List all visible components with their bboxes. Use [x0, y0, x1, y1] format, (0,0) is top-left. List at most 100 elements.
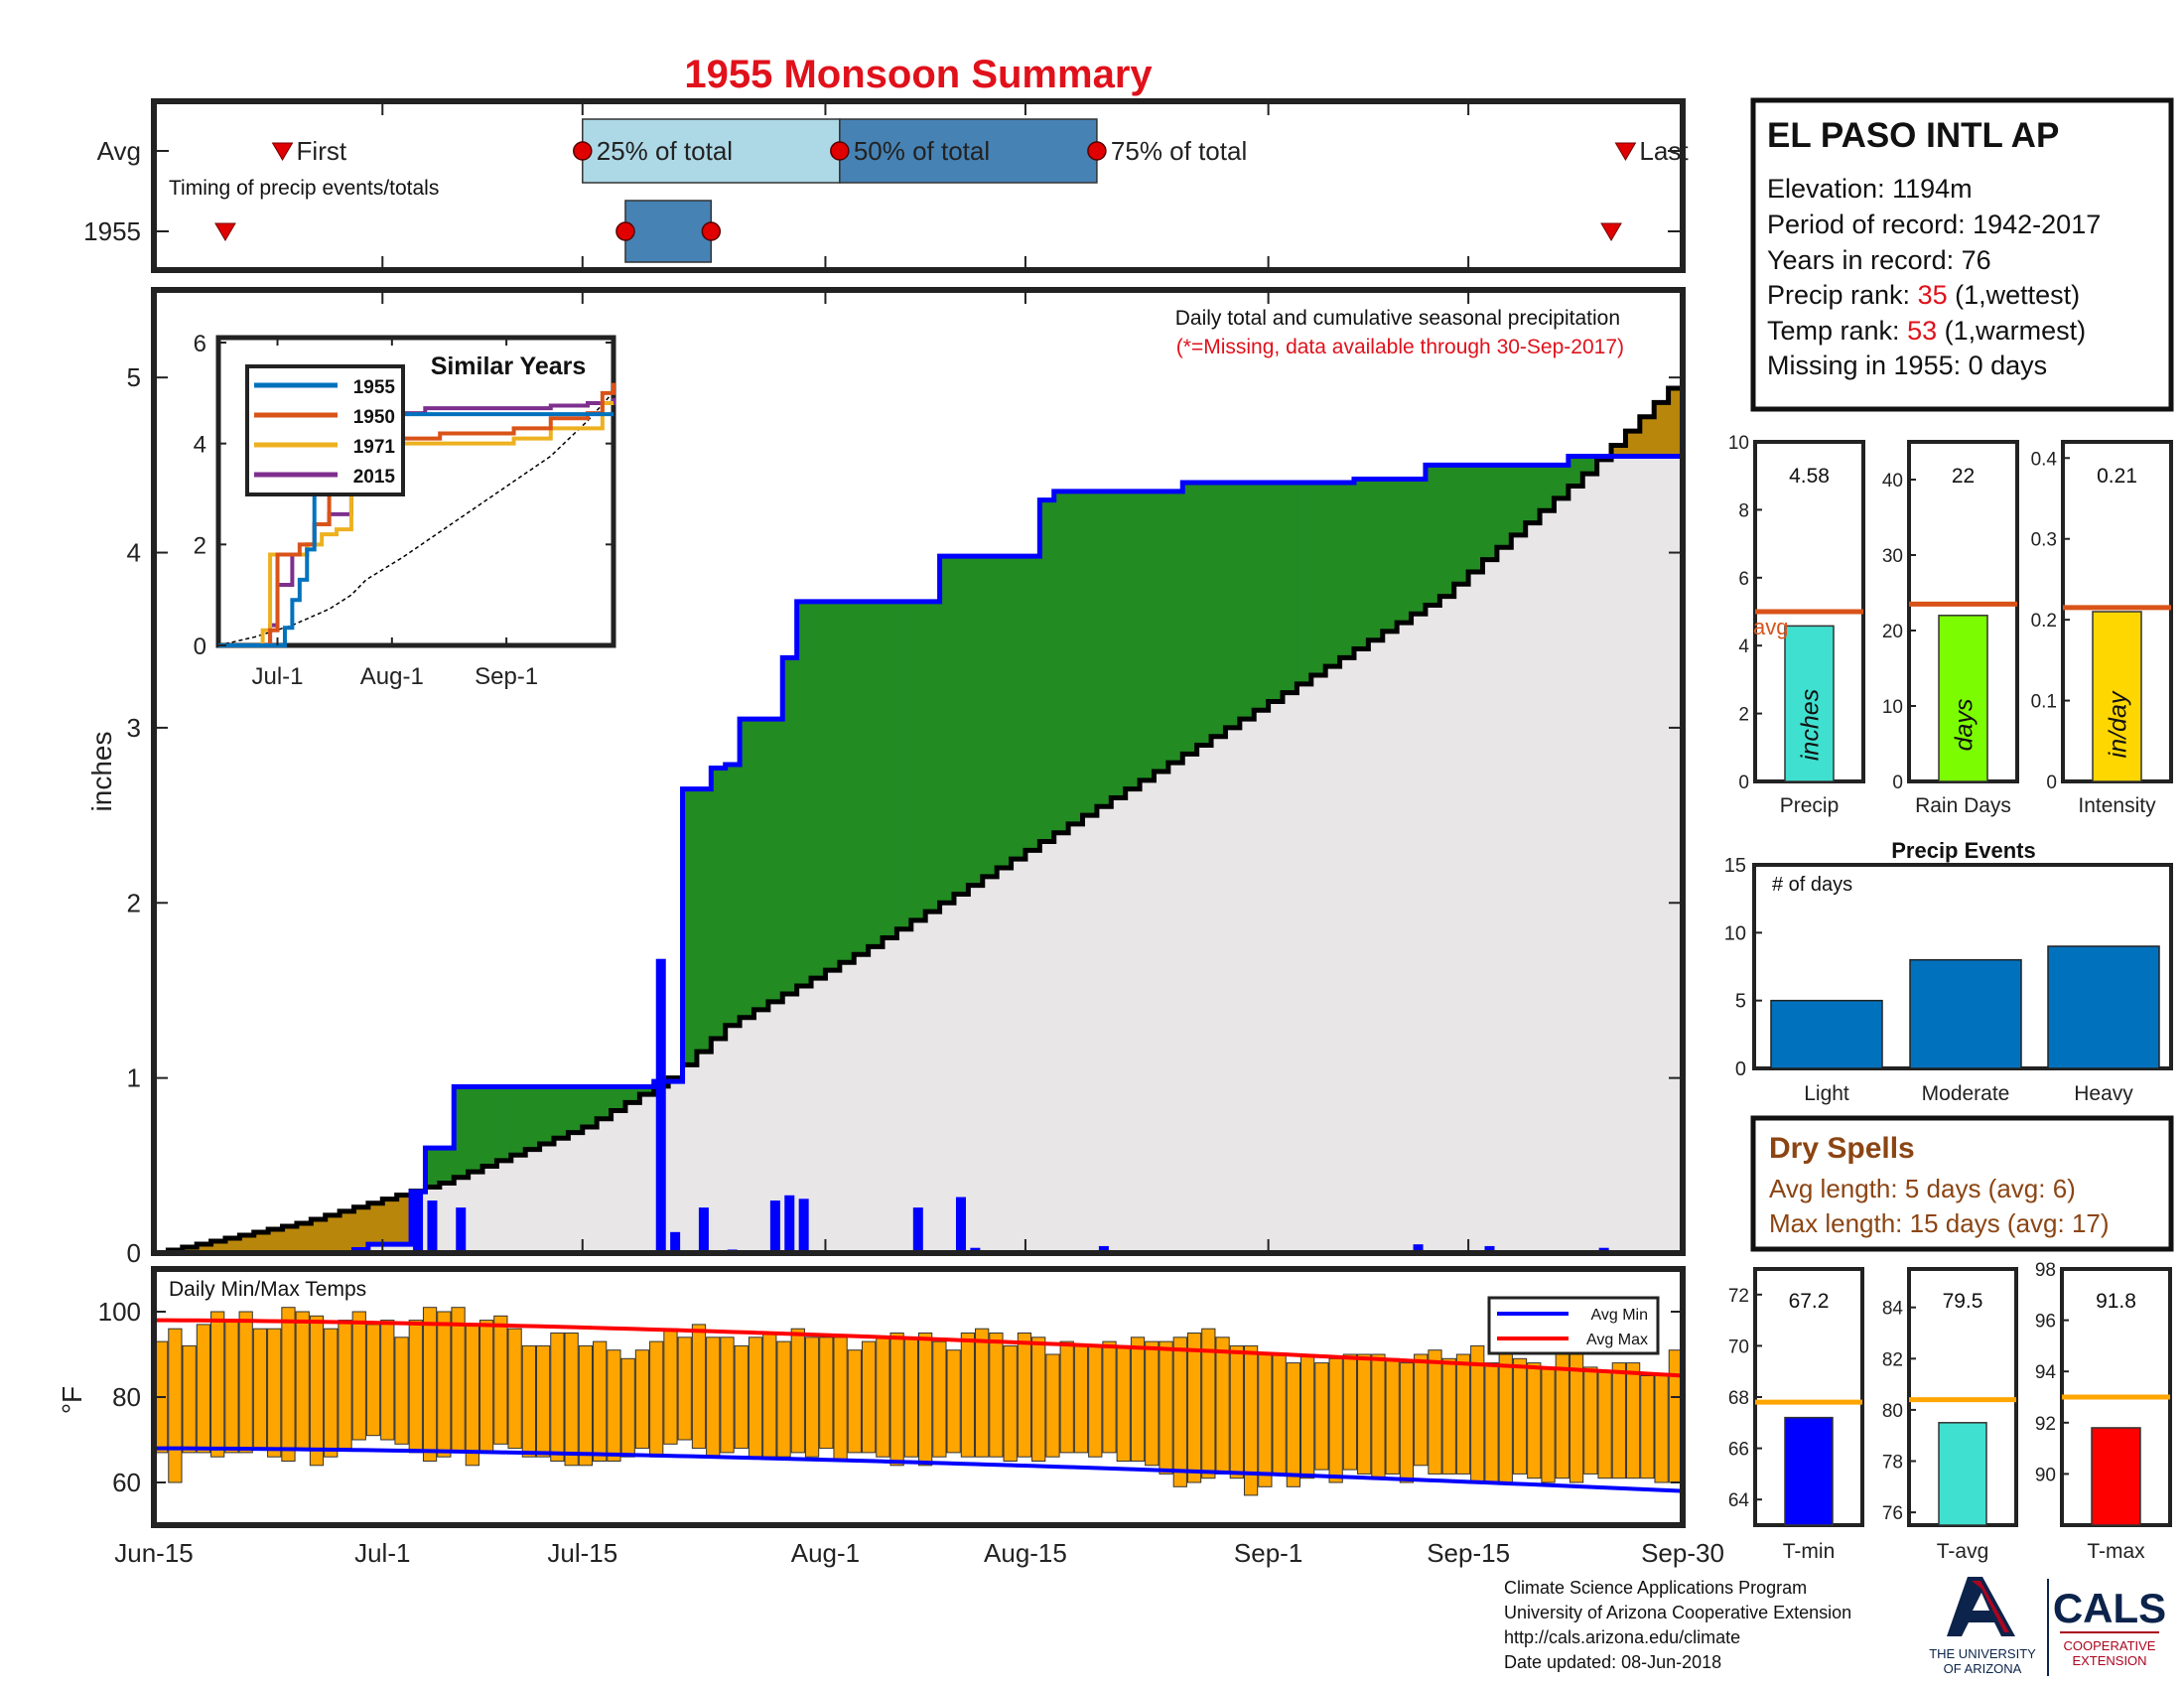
inset-legend: 1955 1950 1971 2015	[245, 364, 405, 496]
avg-box-25-50	[582, 118, 841, 184]
daily-temp-bar	[975, 1328, 990, 1458]
above-average-area	[968, 556, 984, 886]
below-average-area	[353, 1206, 369, 1250]
daily-temp-bar	[521, 1344, 536, 1458]
daily-temp-bar	[1045, 1353, 1060, 1458]
daily-precip-bar	[769, 1200, 780, 1253]
intensity-value: 0.21	[2097, 465, 2137, 488]
daily-temp-bar	[1159, 1340, 1173, 1475]
small-y-tick-label: 0.1	[2031, 692, 2057, 713]
daily-temp-bar	[903, 1336, 918, 1458]
below-average-area	[367, 1202, 383, 1245]
year-box-25-75	[624, 200, 713, 263]
tbar-y-tick-label: 82	[1882, 1349, 1903, 1370]
above-average-area	[725, 764, 741, 1026]
footer-university: University of Arizona Cooperative Extens…	[1504, 1603, 1851, 1622]
tbar-y-tick-label: 94	[2035, 1362, 2057, 1383]
precip-bar	[1784, 625, 1835, 782]
daily-temp-bar	[790, 1328, 805, 1454]
tbar-y-tick-label: 72	[1728, 1286, 1749, 1307]
above-average-area	[1368, 479, 1384, 640]
daily-temp-bar	[960, 1333, 976, 1458]
above-average-area	[997, 556, 1013, 868]
ua-name-1: THE UNIVERSITY	[1929, 1646, 2036, 1661]
daily-precip-bar	[1098, 1245, 1109, 1253]
daily-temp-bar	[1371, 1353, 1386, 1479]
above-average-area	[825, 601, 841, 971]
footer-date: Date updated: 08-Jun-2018	[1504, 1652, 1721, 1672]
daily-temp-bar	[1498, 1349, 1513, 1483]
station-elevation: Elevation: 1194m	[1767, 174, 1973, 204]
precip-rank-label: Precip rank:	[1767, 280, 1918, 310]
p75-label: 75% of total	[1111, 136, 1247, 166]
above-average-area	[854, 601, 870, 955]
daily-precip-bar	[912, 1207, 923, 1253]
above-average-area	[1125, 491, 1141, 789]
below-average-area	[311, 1218, 327, 1253]
tmax-label: T-max	[2087, 1540, 2145, 1563]
daily-temp-bar	[847, 1349, 862, 1454]
avg-25-marker	[573, 141, 593, 161]
above-average-area	[910, 601, 926, 920]
daily-temp-bar	[351, 1311, 366, 1441]
daily-temp-bar	[564, 1333, 579, 1467]
above-average-area	[1011, 556, 1026, 860]
inset-y-tick-label: 0	[194, 633, 206, 660]
above-average-area	[1167, 491, 1183, 764]
tmin-bar	[1784, 1416, 1834, 1526]
daily-temp-bar	[210, 1311, 225, 1458]
station-name: EL PASO INTL AP	[1767, 116, 2059, 155]
below-average-area	[1611, 445, 1627, 457]
daily-temp-bar	[677, 1336, 692, 1441]
above-average-area	[611, 1086, 626, 1111]
above-average-area	[811, 601, 827, 979]
temp-rank-value: 53	[1907, 316, 1937, 346]
daily-temp-bar	[1088, 1344, 1103, 1458]
above-average-area	[525, 1086, 541, 1150]
daily-precip-bar	[798, 1198, 809, 1253]
y-tick-label: 0	[127, 1238, 141, 1268]
events-y-tick-label: 15	[1724, 855, 1746, 877]
inset-legend-label: 1955	[353, 377, 396, 398]
daily-temp-bar	[338, 1320, 352, 1450]
small-y-tick-label: 0.2	[2031, 611, 2057, 632]
tbar-y-tick-label: 78	[1882, 1453, 1903, 1474]
y-tick-label: 1	[127, 1063, 141, 1093]
tbar-y-tick-label: 98	[2035, 1260, 2056, 1281]
inset-y-tick-label: 4	[194, 432, 206, 459]
daily-temp-bar	[1541, 1366, 1556, 1483]
precip-unit: inches	[1797, 689, 1825, 761]
above-average-area	[1053, 491, 1069, 833]
daily-temp-bar	[1031, 1336, 1046, 1463]
small-y-tick-label: 10	[1728, 433, 1749, 454]
main-annotation-missing: (*=Missing, data available through 30-Se…	[1176, 336, 1624, 358]
daily-temp-bar	[1215, 1336, 1230, 1475]
above-average-area	[953, 556, 969, 895]
daily-temp-bar	[281, 1307, 296, 1462]
daily-temp-bar	[889, 1333, 904, 1467]
events-ylabel: # of days	[1772, 874, 1852, 896]
daily-temp-bar	[720, 1336, 735, 1454]
above-average-area	[1439, 465, 1455, 597]
daily-temp-bar	[861, 1340, 877, 1454]
events-bar	[1770, 999, 1883, 1069]
dry-title: Dry Spells	[1769, 1132, 1915, 1165]
below-average-area	[1639, 416, 1655, 457]
daily-temp-bar	[1172, 1336, 1187, 1487]
year-last-marker	[1600, 222, 1622, 241]
station-temp-rank: Temp rank: 53 (1,warmest)	[1767, 316, 2086, 346]
daily-temp-bar	[1654, 1375, 1669, 1483]
daily-temp-bar	[451, 1307, 466, 1454]
precip-rank-suffix: (1,wettest)	[1948, 280, 2081, 310]
small-y-tick-label: 40	[1882, 471, 1903, 492]
above-average-area	[1339, 483, 1355, 658]
tmin-label: T-min	[1783, 1540, 1836, 1563]
daily-temp-bar	[224, 1320, 239, 1454]
above-average-area	[796, 601, 812, 987]
above-average-area	[1482, 465, 1498, 560]
below-average-area	[224, 1238, 240, 1253]
tbar-y-tick-label: 66	[1728, 1440, 1749, 1461]
below-average-area	[382, 1198, 398, 1245]
small-y-tick-label: 0	[1892, 773, 1903, 793]
